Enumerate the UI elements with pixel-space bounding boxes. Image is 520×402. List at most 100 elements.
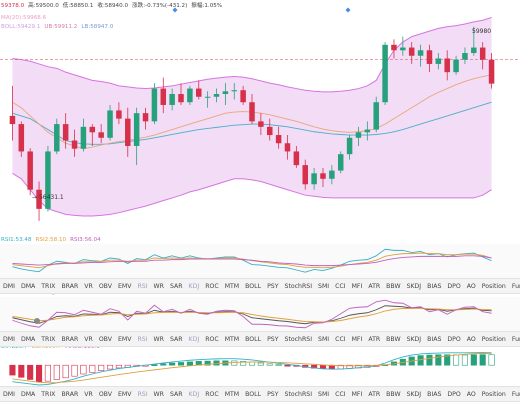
- macd-histogram-bar: [266, 363, 273, 366]
- tab-mtm[interactable]: MTM: [224, 282, 240, 290]
- tab-bbw[interactable]: BBW: [386, 335, 401, 343]
- tab-sar[interactable]: SAR: [169, 335, 183, 343]
- tab-dma[interactable]: DMA: [20, 282, 36, 290]
- tab-position[interactable]: Position: [481, 390, 506, 398]
- tab-stochrsi[interactable]: StochRSI: [284, 335, 313, 343]
- macd-histogram-bar: [44, 364, 51, 382]
- tab-mfi[interactable]: MFI: [351, 282, 363, 290]
- tab-sar[interactable]: SAR: [169, 390, 183, 398]
- tab-smi[interactable]: SMI: [318, 335, 330, 343]
- candle-body: [71, 140, 78, 149]
- macd-dif-line: [12, 352, 492, 386]
- tab-skdj[interactable]: SKDJ: [406, 335, 422, 343]
- candle-body: [258, 121, 264, 127]
- macd-histogram-bar: [248, 361, 256, 366]
- tab-obv[interactable]: OBV: [98, 390, 112, 398]
- tab-dpo[interactable]: DPO: [447, 282, 461, 290]
- tab-mtm[interactable]: MTM: [224, 390, 240, 398]
- macd-histogram-bar: [9, 364, 16, 376]
- tab-trix[interactable]: TRIX: [41, 390, 56, 398]
- tab-rsi[interactable]: RSI: [137, 335, 148, 343]
- tab-vr[interactable]: VR: [84, 390, 93, 398]
- tab-emv[interactable]: EMV: [117, 282, 132, 290]
- tab-cci[interactable]: CCI: [335, 282, 346, 290]
- candle-body: [311, 173, 317, 185]
- macd-histogram-bar: [18, 364, 25, 378]
- tab-kdj[interactable]: KDJ: [188, 390, 200, 398]
- tab-psy[interactable]: PSY: [267, 282, 279, 290]
- tab-stochrsi[interactable]: StochRSI: [284, 390, 313, 398]
- tab-obv[interactable]: OBV: [98, 282, 112, 290]
- tab-ao[interactable]: AO: [466, 282, 476, 290]
- candle-body: [160, 88, 167, 105]
- tab-kdj[interactable]: KDJ: [188, 335, 200, 343]
- candle-body: [488, 59, 495, 84]
- tab-dma[interactable]: DMA: [20, 390, 36, 398]
- tab-wr[interactable]: WR: [153, 335, 164, 343]
- tab-dpo[interactable]: DPO: [447, 335, 461, 343]
- tab-boll[interactable]: BOLL: [245, 282, 262, 290]
- tab-trix[interactable]: TRIX: [41, 282, 56, 290]
- candle-body: [169, 94, 175, 105]
- tab-fundflow[interactable]: Fundflow: [511, 282, 520, 290]
- tab-ao[interactable]: AO: [466, 390, 476, 398]
- tab-rsi[interactable]: RSI: [137, 390, 148, 398]
- candle-body: [133, 113, 140, 146]
- tab-dpo[interactable]: DPO: [447, 390, 461, 398]
- tab-smi[interactable]: SMI: [318, 282, 330, 290]
- macd-histogram-bar: [257, 362, 264, 366]
- tab-rsi[interactable]: RSI: [137, 282, 148, 290]
- tab-trix[interactable]: TRIX: [41, 335, 56, 343]
- tab-wr[interactable]: WR: [153, 282, 164, 290]
- tab-psy[interactable]: PSY: [267, 390, 279, 398]
- tab-kdj[interactable]: KDJ: [188, 282, 200, 290]
- tab-bias[interactable]: BIAS: [427, 282, 442, 290]
- tab-obv[interactable]: OBV: [98, 335, 112, 343]
- tab-brar[interactable]: BRAR: [61, 282, 79, 290]
- tab-bias[interactable]: BIAS: [427, 335, 442, 343]
- tab-boll[interactable]: BOLL: [245, 390, 262, 398]
- tab-brar[interactable]: BRAR: [61, 390, 79, 398]
- tab-mfi[interactable]: MFI: [351, 390, 363, 398]
- tab-cci[interactable]: CCI: [335, 335, 346, 343]
- tab-position[interactable]: Position: [481, 282, 506, 290]
- tab-dmi[interactable]: DMI: [3, 335, 15, 343]
- tab-cci[interactable]: CCI: [335, 390, 346, 398]
- tab-dmi[interactable]: DMI: [3, 282, 15, 290]
- tab-vr[interactable]: VR: [84, 335, 93, 343]
- tab-ao[interactable]: AO: [466, 335, 476, 343]
- tab-roc[interactable]: ROC: [205, 282, 219, 290]
- candle-body: [151, 88, 158, 122]
- tab-boll[interactable]: BOLL: [245, 335, 262, 343]
- tab-emv[interactable]: EMV: [117, 335, 132, 343]
- tab-dma[interactable]: DMA: [20, 335, 36, 343]
- tab-position[interactable]: Position: [481, 335, 506, 343]
- tab-roc[interactable]: ROC: [205, 390, 219, 398]
- tab-skdj[interactable]: SKDJ: [406, 390, 422, 398]
- tab-skdj[interactable]: SKDJ: [406, 282, 422, 290]
- tab-vr[interactable]: VR: [84, 282, 93, 290]
- tab-fundflow[interactable]: Fundflow: [511, 335, 520, 343]
- tab-dmi[interactable]: DMI: [3, 390, 15, 398]
- tab-atr[interactable]: ATR: [368, 282, 381, 290]
- tab-bbw[interactable]: BBW: [386, 390, 401, 398]
- tab-atr[interactable]: ATR: [368, 335, 381, 343]
- tab-bbw[interactable]: BBW: [386, 282, 401, 290]
- tab-brar[interactable]: BRAR: [61, 335, 79, 343]
- tab-fundflow[interactable]: Fundflow: [511, 390, 520, 398]
- tab-atr[interactable]: ATR: [368, 390, 381, 398]
- macd-pane: [0, 351, 520, 386]
- candle-body: [125, 118, 131, 146]
- tab-psy[interactable]: PSY: [267, 335, 279, 343]
- tab-roc[interactable]: ROC: [205, 335, 219, 343]
- tab-wr[interactable]: WR: [153, 390, 164, 398]
- tab-stochrsi[interactable]: StochRSI: [284, 282, 313, 290]
- tab-bias[interactable]: BIAS: [427, 390, 442, 398]
- tab-smi[interactable]: SMI: [318, 390, 330, 398]
- rsi-legend: RSI1:53.48 RSI2:58.10 RSI3:56.04: [1, 237, 105, 243]
- tab-mfi[interactable]: MFI: [351, 335, 363, 343]
- tab-sar[interactable]: SAR: [169, 282, 183, 290]
- tab-mtm[interactable]: MTM: [224, 335, 240, 343]
- tab-emv[interactable]: EMV: [117, 390, 132, 398]
